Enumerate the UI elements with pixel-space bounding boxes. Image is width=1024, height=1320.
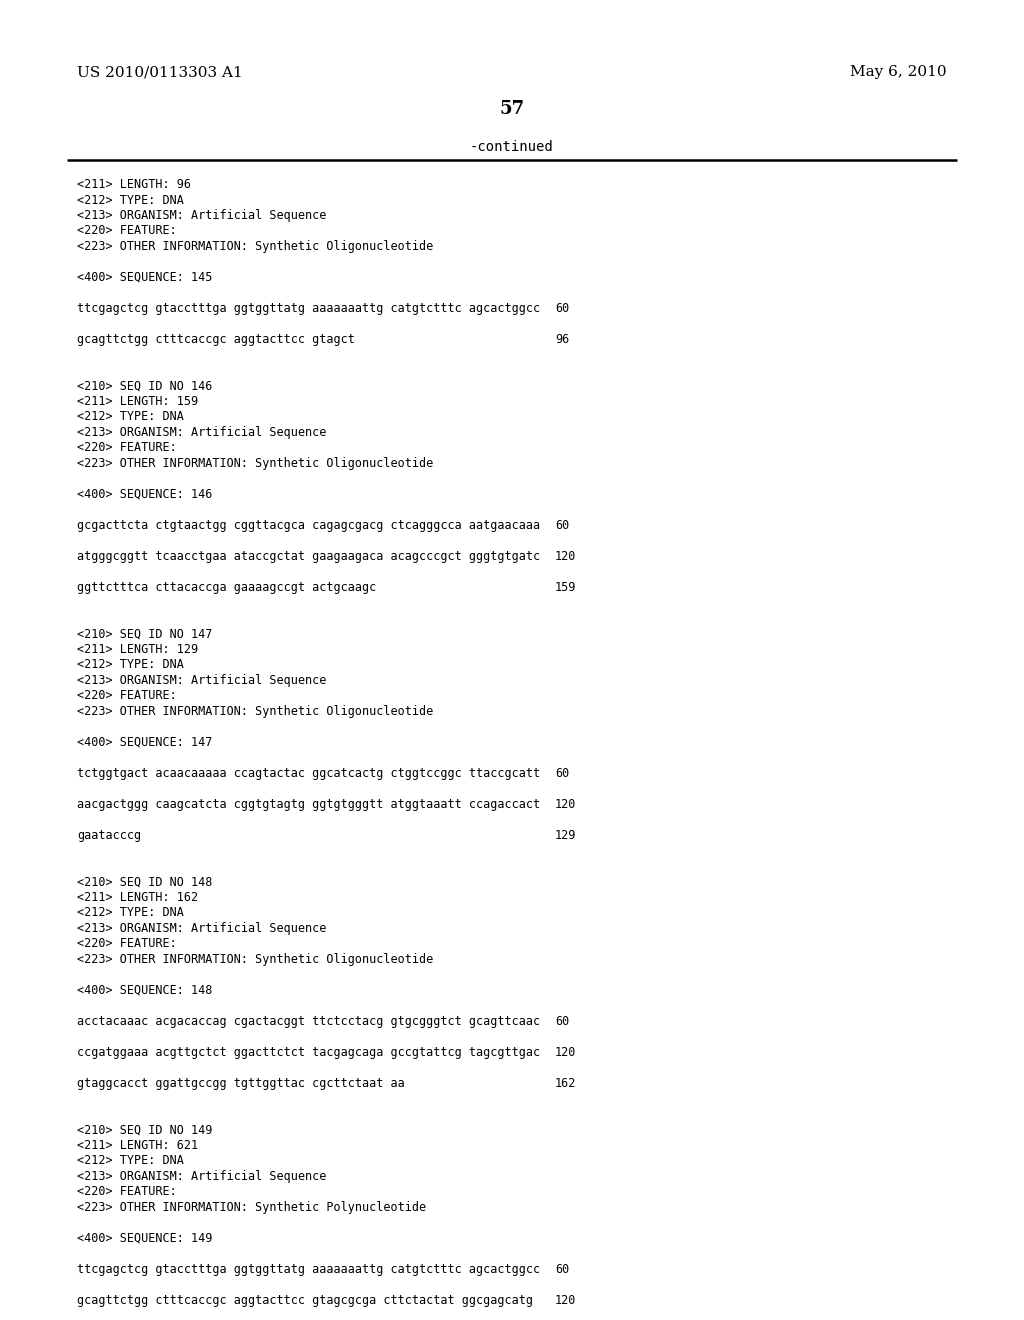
- Text: -continued: -continued: [470, 140, 554, 154]
- Text: gcagttctgg ctttcaccgc aggtacttcc gtagcgcga cttctactat ggcgagcatg: gcagttctgg ctttcaccgc aggtacttcc gtagcgc…: [77, 1294, 534, 1307]
- Text: <220> FEATURE:: <220> FEATURE:: [77, 441, 177, 454]
- Text: <211> LENGTH: 159: <211> LENGTH: 159: [77, 395, 198, 408]
- Text: 120: 120: [555, 799, 577, 810]
- Text: ccgatggaaa acgttgctct ggacttctct tacgagcaga gccgtattcg tagcgttgac: ccgatggaaa acgttgctct ggacttctct tacgagc…: [77, 1045, 540, 1059]
- Text: 120: 120: [555, 1294, 577, 1307]
- Text: <210> SEQ ID NO 149: <210> SEQ ID NO 149: [77, 1123, 212, 1137]
- Text: gcgacttcta ctgtaactgg cggttacgca cagagcgacg ctcagggcca aatgaacaaa: gcgacttcta ctgtaactgg cggttacgca cagagcg…: [77, 519, 540, 532]
- Text: <211> LENGTH: 162: <211> LENGTH: 162: [77, 891, 198, 904]
- Text: gcagttctgg ctttcaccgc aggtacttcc gtagct: gcagttctgg ctttcaccgc aggtacttcc gtagct: [77, 333, 355, 346]
- Text: <212> TYPE: DNA: <212> TYPE: DNA: [77, 1155, 184, 1167]
- Text: <210> SEQ ID NO 147: <210> SEQ ID NO 147: [77, 627, 212, 640]
- Text: ggttctttca cttacaccga gaaaagccgt actgcaagc: ggttctttca cttacaccga gaaaagccgt actgcaa…: [77, 581, 376, 594]
- Text: <400> SEQUENCE: 145: <400> SEQUENCE: 145: [77, 271, 212, 284]
- Text: <213> ORGANISM: Artificial Sequence: <213> ORGANISM: Artificial Sequence: [77, 1170, 327, 1183]
- Text: tctggtgact acaacaaaaa ccagtactac ggcatcactg ctggtccggc ttaccgcatt: tctggtgact acaacaaaaa ccagtactac ggcatca…: [77, 767, 540, 780]
- Text: <210> SEQ ID NO 146: <210> SEQ ID NO 146: [77, 379, 212, 392]
- Text: <212> TYPE: DNA: <212> TYPE: DNA: [77, 411, 184, 424]
- Text: 159: 159: [555, 581, 577, 594]
- Text: <400> SEQUENCE: 149: <400> SEQUENCE: 149: [77, 1232, 212, 1245]
- Text: <212> TYPE: DNA: <212> TYPE: DNA: [77, 907, 184, 920]
- Text: 96: 96: [555, 333, 569, 346]
- Text: <223> OTHER INFORMATION: Synthetic Oligonucleotide: <223> OTHER INFORMATION: Synthetic Oligo…: [77, 705, 433, 718]
- Text: <211> LENGTH: 96: <211> LENGTH: 96: [77, 178, 191, 191]
- Text: <400> SEQUENCE: 146: <400> SEQUENCE: 146: [77, 488, 212, 502]
- Text: US 2010/0113303 A1: US 2010/0113303 A1: [77, 65, 243, 79]
- Text: <213> ORGANISM: Artificial Sequence: <213> ORGANISM: Artificial Sequence: [77, 921, 327, 935]
- Text: gaatacccg: gaatacccg: [77, 829, 141, 842]
- Text: ttcgagctcg gtacctttga ggtggttatg aaaaaaattg catgtctttc agcactggcc: ttcgagctcg gtacctttga ggtggttatg aaaaaaa…: [77, 302, 540, 315]
- Text: <220> FEATURE:: <220> FEATURE:: [77, 1185, 177, 1199]
- Text: <223> OTHER INFORMATION: Synthetic Polynucleotide: <223> OTHER INFORMATION: Synthetic Polyn…: [77, 1201, 426, 1214]
- Text: 60: 60: [555, 1263, 569, 1276]
- Text: ttcgagctcg gtacctttga ggtggttatg aaaaaaattg catgtctttc agcactggcc: ttcgagctcg gtacctttga ggtggttatg aaaaaaa…: [77, 1263, 540, 1276]
- Text: <223> OTHER INFORMATION: Synthetic Oligonucleotide: <223> OTHER INFORMATION: Synthetic Oligo…: [77, 240, 433, 253]
- Text: 60: 60: [555, 767, 569, 780]
- Text: <210> SEQ ID NO 148: <210> SEQ ID NO 148: [77, 875, 212, 888]
- Text: <400> SEQUENCE: 147: <400> SEQUENCE: 147: [77, 737, 212, 748]
- Text: <211> LENGTH: 129: <211> LENGTH: 129: [77, 643, 198, 656]
- Text: <220> FEATURE:: <220> FEATURE:: [77, 937, 177, 950]
- Text: 60: 60: [555, 519, 569, 532]
- Text: <213> ORGANISM: Artificial Sequence: <213> ORGANISM: Artificial Sequence: [77, 209, 327, 222]
- Text: May 6, 2010: May 6, 2010: [850, 65, 947, 79]
- Text: <400> SEQUENCE: 148: <400> SEQUENCE: 148: [77, 983, 212, 997]
- Text: 57: 57: [500, 100, 524, 117]
- Text: <220> FEATURE:: <220> FEATURE:: [77, 689, 177, 702]
- Text: <223> OTHER INFORMATION: Synthetic Oligonucleotide: <223> OTHER INFORMATION: Synthetic Oligo…: [77, 457, 433, 470]
- Text: <220> FEATURE:: <220> FEATURE:: [77, 224, 177, 238]
- Text: 60: 60: [555, 1015, 569, 1028]
- Text: 120: 120: [555, 550, 577, 564]
- Text: aacgactggg caagcatcta cggtgtagtg ggtgtgggtt atggtaaatt ccagaccact: aacgactggg caagcatcta cggtgtagtg ggtgtgg…: [77, 799, 540, 810]
- Text: <211> LENGTH: 621: <211> LENGTH: 621: [77, 1139, 198, 1152]
- Text: acctacaaac acgacaccag cgactacggt ttctcctacg gtgcgggtct gcagttcaac: acctacaaac acgacaccag cgactacggt ttctcct…: [77, 1015, 540, 1028]
- Text: <223> OTHER INFORMATION: Synthetic Oligonucleotide: <223> OTHER INFORMATION: Synthetic Oligo…: [77, 953, 433, 966]
- Text: 129: 129: [555, 829, 577, 842]
- Text: <212> TYPE: DNA: <212> TYPE: DNA: [77, 659, 184, 672]
- Text: atgggcggtt tcaacctgaa ataccgctat gaagaagaca acagcccgct gggtgtgatc: atgggcggtt tcaacctgaa ataccgctat gaagaag…: [77, 550, 540, 564]
- Text: <213> ORGANISM: Artificial Sequence: <213> ORGANISM: Artificial Sequence: [77, 675, 327, 686]
- Text: gtaggcacct ggattgccgg tgttggttac cgcttctaat aa: gtaggcacct ggattgccgg tgttggttac cgcttct…: [77, 1077, 404, 1090]
- Text: <213> ORGANISM: Artificial Sequence: <213> ORGANISM: Artificial Sequence: [77, 426, 327, 440]
- Text: 60: 60: [555, 302, 569, 315]
- Text: <212> TYPE: DNA: <212> TYPE: DNA: [77, 194, 184, 206]
- Text: 162: 162: [555, 1077, 577, 1090]
- Text: 120: 120: [555, 1045, 577, 1059]
